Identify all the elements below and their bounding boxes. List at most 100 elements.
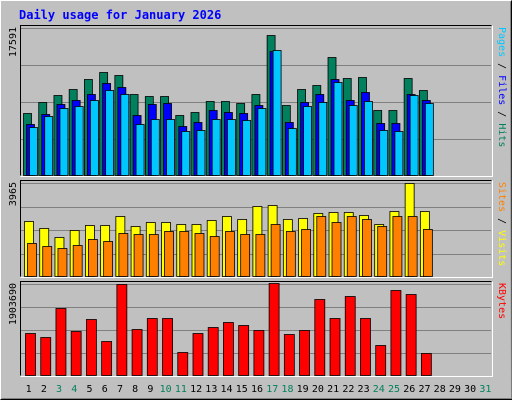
- bar-pages-day-9: [150, 119, 160, 176]
- bar-sites-day-12: [194, 233, 205, 277]
- bar-pages-day-18: [287, 128, 297, 176]
- chart-title: Daily usage for January 2026: [19, 8, 221, 22]
- bar-kbytes-day-23: [360, 318, 371, 376]
- bar-kbytes-day-19: [299, 330, 310, 376]
- day-label-6: 6: [102, 384, 108, 395]
- bar-pages-day-24: [379, 130, 389, 176]
- bar-kbytes-day-12: [192, 333, 204, 376]
- legend-part: /: [496, 212, 507, 230]
- bar-kbytes-day-8: [131, 329, 143, 376]
- legend-part: KBytes: [496, 283, 507, 319]
- day-label-18: 18: [281, 384, 293, 395]
- bar-kbytes-day-14: [223, 322, 234, 376]
- bar-sites-day-23: [362, 219, 372, 277]
- bar-kbytes-day-16: [253, 330, 265, 376]
- bar-kbytes-day-26: [405, 294, 417, 376]
- day-label-19: 19: [297, 384, 309, 395]
- ymax-label-middle: 3965: [8, 182, 19, 206]
- bar-sites-day-2: [42, 246, 53, 277]
- panel-bottom: 1903690 KBytes: [8, 281, 507, 377]
- day-label-20: 20: [312, 384, 324, 395]
- bar-kbytes-day-24: [375, 345, 387, 376]
- day-label-7: 7: [117, 384, 123, 395]
- bar-sites-day-6: [103, 241, 114, 277]
- day-label-23: 23: [358, 384, 370, 395]
- bar-kbytes-day-10: [162, 318, 173, 376]
- bar-sites-day-20: [316, 216, 327, 277]
- bar-pages-day-12: [196, 130, 206, 176]
- day-label-21: 21: [327, 384, 339, 395]
- day-label-29: 29: [449, 384, 461, 395]
- bar-kbytes-day-3: [55, 308, 67, 376]
- bar-kbytes-day-5: [86, 319, 97, 376]
- day-label-26: 26: [403, 384, 415, 395]
- day-label-2: 2: [41, 384, 47, 395]
- bar-pages-day-5: [90, 100, 99, 176]
- day-label-14: 14: [221, 384, 233, 395]
- bar-kbytes-day-15: [238, 325, 250, 376]
- day-label-28: 28: [434, 384, 446, 395]
- bar-sites-day-16: [255, 234, 266, 277]
- day-label-4: 4: [71, 384, 77, 395]
- bar-pages-day-7: [120, 94, 130, 176]
- bar-pages-day-21: [333, 82, 343, 176]
- bar-sites-day-18: [285, 231, 296, 277]
- bar-sites-day-5: [88, 239, 98, 277]
- day-label-15: 15: [236, 384, 248, 395]
- day-label-12: 12: [190, 384, 202, 395]
- bar-pages-day-2: [44, 116, 54, 176]
- bar-sites-day-4: [72, 245, 83, 277]
- bar-kbytes-day-22: [344, 296, 356, 376]
- legend-part: Hits: [496, 123, 507, 147]
- legend-middle: Sites / Visits: [496, 182, 507, 266]
- bar-pages-day-22: [348, 105, 358, 176]
- day-label-3: 3: [56, 384, 62, 395]
- day-label-13: 13: [205, 384, 217, 395]
- bar-kbytes-day-7: [116, 284, 128, 376]
- bar-pages-day-14: [227, 119, 236, 176]
- bar-sites-day-17: [270, 224, 281, 277]
- bar-kbytes-day-25: [390, 290, 402, 376]
- bar-kbytes-day-18: [283, 334, 295, 376]
- bar-sites-day-14: [225, 231, 235, 277]
- bar-kbytes-day-11: [177, 352, 189, 376]
- day-label-9: 9: [147, 384, 153, 395]
- bar-kbytes-day-1: [25, 333, 36, 376]
- bar-sites-day-19: [301, 229, 311, 277]
- bar-pages-day-4: [74, 106, 84, 176]
- legend-part: /: [496, 105, 507, 123]
- day-label-25: 25: [388, 384, 400, 395]
- bar-sites-day-10: [164, 231, 174, 277]
- day-label-11: 11: [175, 384, 187, 395]
- day-label-8: 8: [132, 384, 138, 395]
- bar-kbytes-day-13: [207, 327, 219, 376]
- panel-top: 17591 Pages / Files / Hits: [8, 25, 507, 177]
- bar-pages-day-6: [105, 90, 115, 176]
- bar-pages-day-3: [59, 108, 69, 176]
- bar-pages-day-19: [303, 106, 312, 176]
- bar-pages-day-10: [166, 119, 175, 176]
- bar-pages-day-11: [181, 131, 191, 176]
- bar-pages-day-16: [257, 108, 267, 176]
- bar-sites-day-13: [209, 236, 220, 277]
- day-label-10: 10: [160, 384, 172, 395]
- legend-part: Pages: [496, 27, 507, 57]
- bar-pages-day-8: [135, 124, 145, 176]
- bar-pages-day-25: [394, 131, 404, 176]
- bar-sites-day-22: [346, 216, 357, 277]
- bar-sites-day-15: [240, 234, 251, 277]
- bar-pages-day-23: [364, 101, 373, 176]
- bar-sites-day-21: [331, 222, 342, 277]
- bar-sites-day-11: [179, 231, 190, 277]
- bar-kbytes-day-21: [329, 318, 341, 376]
- day-label-5: 5: [87, 384, 93, 395]
- legend-part: Files: [496, 75, 507, 105]
- bar-sites-day-1: [27, 243, 37, 277]
- bar-kbytes-day-4: [70, 331, 82, 376]
- day-label-17: 17: [266, 384, 278, 395]
- bar-sites-day-3: [57, 248, 68, 277]
- bar-kbytes-day-20: [314, 299, 326, 376]
- bar-pages-day-17: [272, 50, 282, 176]
- ymax-label-top: 17591: [8, 27, 19, 57]
